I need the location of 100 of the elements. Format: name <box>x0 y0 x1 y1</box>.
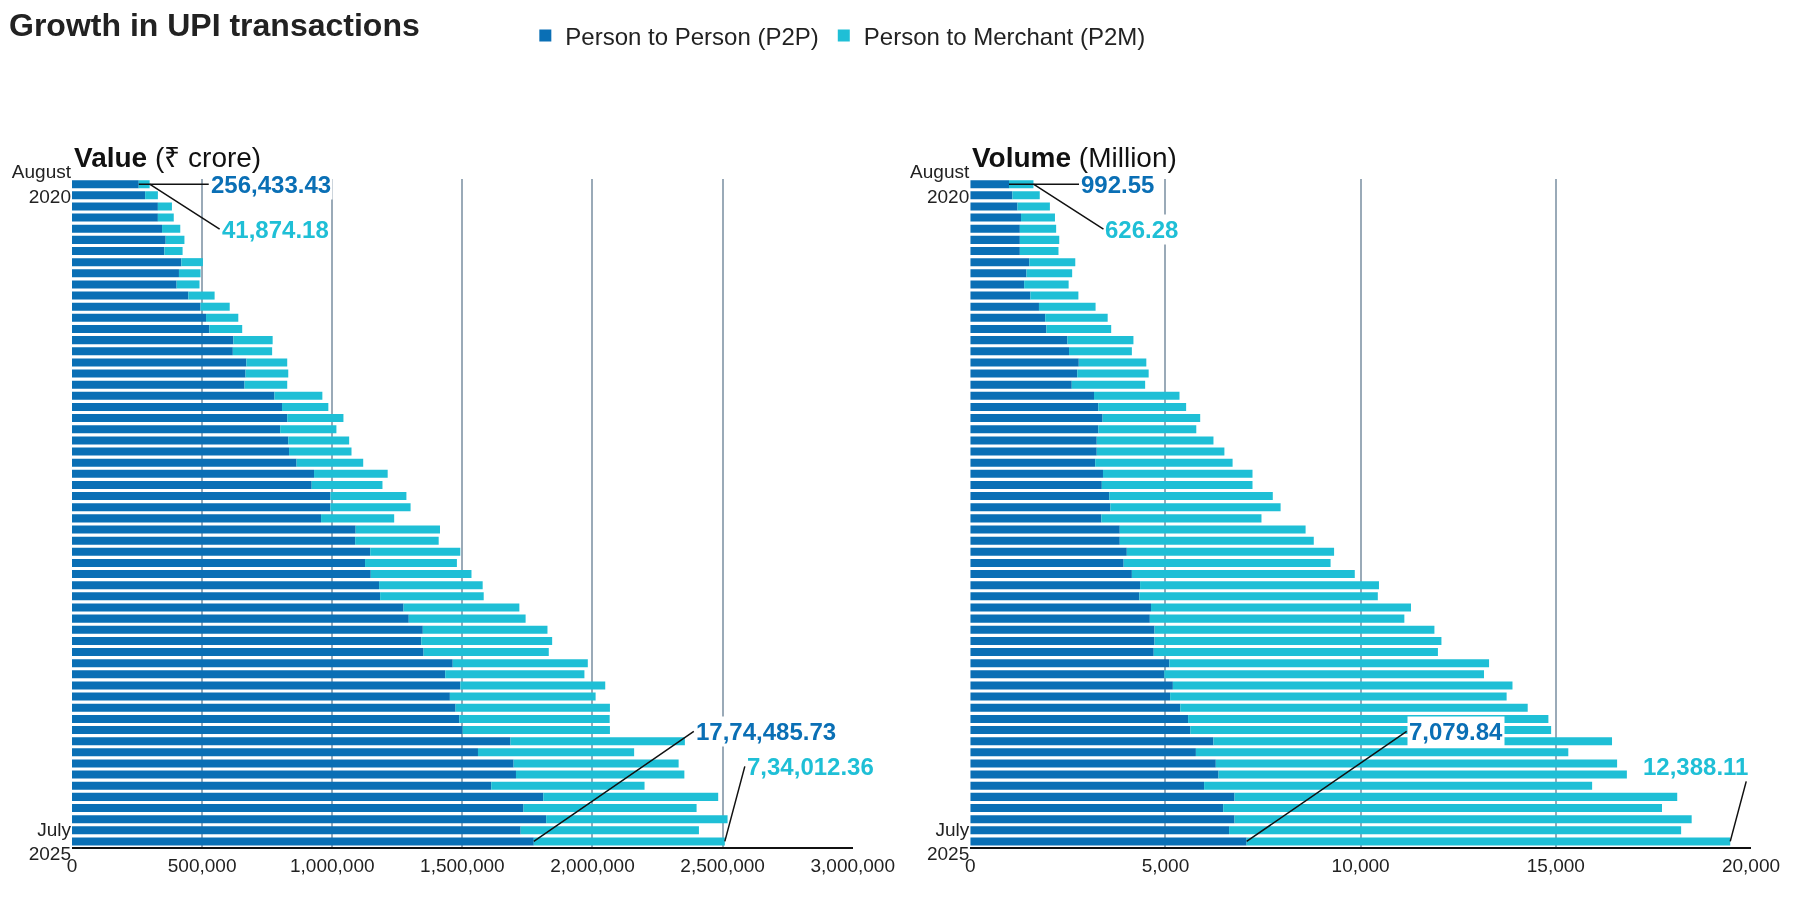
bar <box>970 324 1047 333</box>
bar <box>72 324 210 333</box>
bar <box>311 480 383 489</box>
bar <box>280 425 337 434</box>
bar <box>72 681 461 690</box>
bar <box>380 592 484 601</box>
bar <box>200 302 230 311</box>
bar <box>1180 703 1528 712</box>
bar <box>970 414 1103 423</box>
bar <box>72 347 233 356</box>
bar <box>72 670 446 679</box>
bar <box>970 614 1150 623</box>
bar <box>1102 414 1201 423</box>
bar <box>72 480 312 489</box>
bar <box>970 636 1155 645</box>
bar <box>72 280 177 289</box>
x-tick-label: 1,500,000 <box>420 854 505 876</box>
bar <box>1151 603 1411 612</box>
bar <box>423 648 549 657</box>
bar <box>1096 436 1214 445</box>
bar <box>1017 202 1050 211</box>
data-label: 7,34,012.36 <box>747 753 874 780</box>
bar <box>970 247 1020 256</box>
bar <box>72 469 315 478</box>
bar <box>72 692 450 701</box>
bar <box>543 792 719 801</box>
bar <box>449 692 596 701</box>
x-tick-label: 20,000 <box>1721 854 1781 876</box>
bar <box>459 714 610 723</box>
bar <box>1078 358 1147 367</box>
bar <box>209 324 243 333</box>
bar <box>455 703 610 712</box>
legend-label: Person to Person (P2P) <box>565 22 819 50</box>
bar <box>1109 492 1273 501</box>
bar <box>72 369 246 378</box>
bar <box>1169 659 1490 668</box>
bar <box>491 781 645 790</box>
bar <box>1119 525 1306 534</box>
bar <box>188 291 215 300</box>
bar <box>1229 826 1682 835</box>
bar <box>72 313 207 322</box>
bar <box>176 280 200 289</box>
bar <box>72 180 139 189</box>
bar <box>970 180 1010 189</box>
bar <box>72 826 521 835</box>
bar <box>970 269 1027 278</box>
bar <box>1131 570 1355 579</box>
bar <box>245 369 289 378</box>
bar <box>1246 837 1731 846</box>
bar <box>970 570 1132 579</box>
bar <box>1215 759 1618 768</box>
bar <box>72 258 182 267</box>
bar <box>970 748 1196 757</box>
bar <box>72 659 453 668</box>
bar <box>970 592 1140 601</box>
bar <box>72 781 492 790</box>
bar <box>72 770 516 779</box>
bar <box>72 525 356 534</box>
bar <box>1119 536 1314 545</box>
bar <box>970 514 1102 523</box>
bar <box>72 703 456 712</box>
bar <box>1102 469 1253 478</box>
chart-subtitle: Volume (Million) <box>972 142 1177 173</box>
bar <box>370 570 472 579</box>
bar <box>72 235 166 244</box>
bar <box>1021 213 1055 222</box>
bar <box>970 692 1171 701</box>
bar <box>289 447 352 456</box>
bar <box>72 737 511 746</box>
bar <box>462 726 610 735</box>
bar <box>157 213 174 222</box>
bar <box>477 748 635 757</box>
data-label: 626.28 <box>1105 216 1179 243</box>
bar <box>72 391 275 400</box>
bar <box>970 458 1096 467</box>
bar <box>970 648 1154 657</box>
bar <box>72 815 547 824</box>
bar <box>970 737 1214 746</box>
bar <box>330 503 411 512</box>
bar <box>970 436 1097 445</box>
bar <box>970 558 1124 567</box>
bar <box>1045 313 1108 322</box>
bar <box>970 659 1170 668</box>
bar <box>72 503 331 512</box>
bar <box>1067 336 1134 345</box>
bar <box>422 625 548 634</box>
y-tick-label: August 2020 <box>910 161 970 208</box>
bar <box>72 636 422 645</box>
bar <box>1153 648 1438 657</box>
bar <box>72 570 371 579</box>
bar <box>206 313 239 322</box>
bar <box>72 581 380 590</box>
bar <box>72 558 366 567</box>
bar <box>244 380 288 389</box>
bar <box>1019 235 1060 244</box>
bar <box>1154 636 1442 645</box>
bar <box>421 636 553 645</box>
bar <box>970 469 1103 478</box>
bar <box>1019 224 1057 233</box>
bar <box>970 804 1224 813</box>
